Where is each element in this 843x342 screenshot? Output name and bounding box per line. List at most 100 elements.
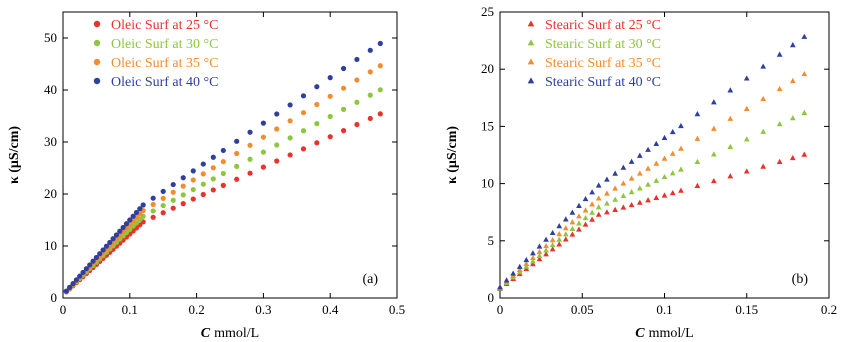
data-point bbox=[200, 161, 206, 167]
data-point bbox=[367, 92, 373, 98]
data-point bbox=[569, 209, 576, 215]
legend-entry: Stearic Surf at 40 °C bbox=[545, 75, 661, 90]
legend-marker bbox=[527, 58, 535, 65]
legend-entry: Oleic Surf at 35 °C bbox=[111, 56, 218, 71]
data-point bbox=[180, 183, 186, 189]
data-point bbox=[190, 177, 196, 183]
data-point bbox=[576, 220, 582, 226]
data-point bbox=[543, 236, 549, 242]
legend-entry: Oleic Surf at 40 °C bbox=[111, 75, 218, 90]
data-point bbox=[620, 192, 627, 199]
data-point bbox=[549, 229, 556, 236]
data-point bbox=[327, 93, 333, 99]
data-point bbox=[274, 111, 280, 117]
data-point bbox=[67, 284, 73, 290]
data-point bbox=[653, 160, 660, 166]
y-tick-label: 50 bbox=[44, 30, 57, 45]
data-point bbox=[776, 51, 783, 57]
data-point bbox=[516, 263, 523, 269]
data-point bbox=[530, 254, 536, 261]
data-point bbox=[103, 243, 110, 249]
y-tick-label: 0 bbox=[488, 290, 495, 305]
data-point bbox=[576, 213, 582, 219]
data-point bbox=[760, 95, 767, 102]
data-point bbox=[628, 201, 635, 208]
data-point bbox=[710, 177, 717, 184]
data-point bbox=[247, 129, 253, 135]
data-point bbox=[140, 202, 146, 208]
data-point bbox=[83, 266, 89, 272]
data-point bbox=[260, 149, 266, 155]
data-point bbox=[760, 128, 767, 134]
data-point bbox=[530, 250, 536, 256]
data-point bbox=[220, 159, 226, 165]
data-point bbox=[694, 111, 701, 117]
data-point bbox=[97, 251, 103, 257]
series-3 bbox=[497, 70, 808, 290]
data-point bbox=[743, 168, 750, 174]
data-point bbox=[300, 146, 307, 152]
data-point bbox=[210, 165, 216, 171]
x-tick-label: 0 bbox=[60, 302, 67, 317]
data-point bbox=[801, 33, 808, 39]
data-point bbox=[314, 84, 320, 90]
data-point bbox=[536, 256, 543, 262]
data-point bbox=[620, 164, 627, 170]
series-3 bbox=[63, 63, 383, 294]
data-point bbox=[260, 120, 266, 126]
data-point bbox=[776, 85, 783, 92]
data-point bbox=[274, 142, 280, 148]
data-point bbox=[636, 199, 643, 205]
data-point bbox=[569, 225, 576, 231]
data-point bbox=[113, 232, 120, 238]
data-point bbox=[150, 214, 156, 220]
data-point bbox=[543, 251, 549, 257]
data-point bbox=[274, 126, 280, 132]
data-point bbox=[150, 201, 156, 208]
y-tick-label: 10 bbox=[481, 176, 494, 191]
data-point bbox=[180, 175, 186, 181]
legend-marker bbox=[93, 20, 101, 28]
data-point bbox=[123, 221, 130, 227]
data-point bbox=[90, 258, 96, 264]
data-point bbox=[661, 192, 668, 198]
y-axis-label: κ (μS/cm) bbox=[7, 126, 22, 184]
data-point bbox=[543, 247, 549, 253]
data-point bbox=[170, 181, 176, 188]
data-point bbox=[776, 121, 783, 127]
data-point bbox=[497, 284, 503, 290]
legend-marker bbox=[93, 77, 101, 85]
data-point bbox=[287, 152, 293, 158]
data-point bbox=[287, 118, 293, 124]
data-point bbox=[678, 145, 684, 151]
data-point bbox=[678, 122, 684, 129]
y-tick-label: 40 bbox=[44, 82, 57, 97]
panel-a: 0 0.1 0.2 0.3 0.4 0.5 0 10 20 30 40 50 C mmol/L κ (μS/… bbox=[7, 11, 405, 341]
data-point bbox=[556, 223, 563, 229]
data-point bbox=[536, 252, 543, 258]
data-point bbox=[801, 109, 808, 115]
data-point bbox=[130, 213, 136, 219]
data-point bbox=[110, 236, 116, 242]
data-point bbox=[576, 202, 582, 208]
data-point bbox=[789, 42, 796, 48]
data-point bbox=[340, 65, 347, 72]
data-point bbox=[653, 140, 660, 146]
legend-marker bbox=[527, 20, 535, 27]
data-point bbox=[300, 128, 307, 134]
y-tick-label: 0 bbox=[51, 290, 58, 305]
data-point bbox=[377, 63, 383, 69]
data-point bbox=[589, 201, 595, 207]
data-point bbox=[536, 248, 543, 255]
data-point bbox=[612, 185, 619, 191]
data-point bbox=[582, 214, 589, 221]
data-point bbox=[354, 99, 360, 105]
data-point bbox=[300, 110, 307, 116]
data-point bbox=[234, 150, 240, 157]
data-point bbox=[595, 204, 602, 210]
data-point bbox=[743, 105, 750, 111]
x-tick-label: 0.1 bbox=[656, 302, 672, 317]
data-point bbox=[604, 190, 610, 196]
data-point bbox=[612, 206, 619, 212]
data-point bbox=[549, 236, 556, 243]
